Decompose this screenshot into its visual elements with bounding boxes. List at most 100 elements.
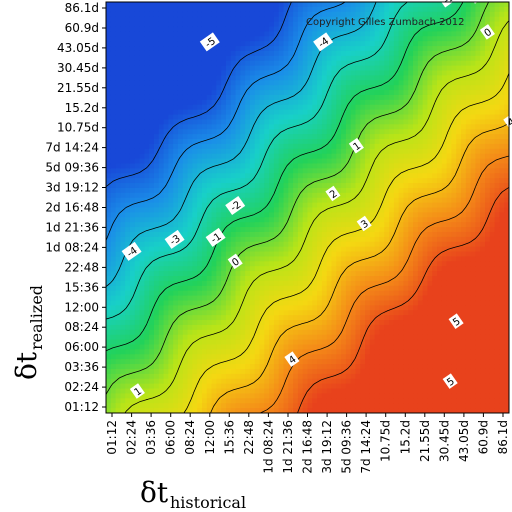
heatmap-cell xyxy=(307,26,313,32)
heatmap-cell xyxy=(129,212,136,218)
heatmap-cell xyxy=(139,329,145,336)
heatmap-cell xyxy=(158,90,165,96)
heatmap-cell xyxy=(331,148,337,155)
heatmap-cell xyxy=(365,256,371,262)
heatmap-cell xyxy=(336,60,342,67)
heatmap-cell xyxy=(365,354,371,360)
heatmap-cell xyxy=(211,55,217,62)
heatmap-cell xyxy=(201,124,208,130)
heatmap-cell xyxy=(355,197,361,204)
heatmap-cell xyxy=(110,114,117,121)
heatmap-cell xyxy=(273,153,280,160)
heatmap-cell xyxy=(312,378,318,385)
heatmap-cell xyxy=(384,236,390,243)
heatmap-cell xyxy=(302,85,309,91)
heatmap-cell xyxy=(245,163,251,169)
heatmap-cell xyxy=(374,55,381,62)
heatmap-cell xyxy=(283,217,289,223)
heatmap-cell xyxy=(221,280,227,287)
heatmap-cell xyxy=(168,168,174,174)
heatmap-cell xyxy=(317,266,323,272)
heatmap-cell xyxy=(302,290,309,297)
heatmap-cell xyxy=(129,173,136,179)
heatmap-cell xyxy=(389,46,395,52)
heatmap-cell xyxy=(201,388,208,395)
heatmap-cell xyxy=(355,261,361,267)
heatmap-cell xyxy=(187,378,193,385)
heatmap-cell xyxy=(288,16,294,23)
heatmap-cell xyxy=(374,241,381,248)
heatmap-cell xyxy=(283,300,289,306)
heatmap-cell xyxy=(129,398,136,404)
heatmap-cell xyxy=(326,178,333,184)
heatmap-cell xyxy=(163,55,169,62)
heatmap-cell xyxy=(240,60,246,67)
heatmap-cell xyxy=(355,163,361,169)
heatmap-cell xyxy=(120,75,126,81)
heatmap-cell xyxy=(264,21,270,28)
heatmap-cell xyxy=(115,408,121,413)
heatmap-cell xyxy=(365,153,371,160)
heatmap-cell xyxy=(139,368,145,375)
heatmap-cell xyxy=(240,324,246,331)
heatmap-cell xyxy=(245,129,251,135)
heatmap-cell xyxy=(230,344,237,350)
heatmap-cell xyxy=(331,378,337,385)
heatmap-cell xyxy=(221,207,227,213)
heatmap-cell xyxy=(249,378,256,385)
heatmap-cell xyxy=(230,217,237,223)
heatmap-cell xyxy=(168,31,174,37)
heatmap-cell xyxy=(153,324,160,331)
heatmap-cell xyxy=(125,359,131,365)
heatmap-cell xyxy=(341,315,347,321)
heatmap-cell xyxy=(115,41,121,47)
heatmap-cell xyxy=(321,158,328,165)
heatmap-cell xyxy=(149,398,155,404)
heatmap-cell xyxy=(360,241,366,248)
heatmap-cell xyxy=(283,241,289,248)
heatmap-cell xyxy=(240,310,246,316)
heatmap-cell xyxy=(106,104,112,111)
heatmap-cell xyxy=(249,300,256,306)
heatmap-cell xyxy=(163,246,169,253)
heatmap-cell xyxy=(149,217,155,223)
heatmap-cell xyxy=(216,334,222,341)
heatmap-cell xyxy=(249,31,256,37)
heatmap-cell xyxy=(264,344,270,350)
heatmap-cell xyxy=(369,2,376,8)
heatmap-cell xyxy=(321,256,328,262)
heatmap-cell xyxy=(225,2,232,8)
heatmap-cell xyxy=(139,139,145,145)
heatmap-cell xyxy=(225,173,232,179)
heatmap-cell xyxy=(153,70,160,76)
heatmap-cell xyxy=(125,16,131,23)
heatmap-cell xyxy=(336,119,342,125)
heatmap-cell xyxy=(106,364,112,370)
heatmap-cell xyxy=(173,6,179,13)
heatmap-cell xyxy=(173,246,179,253)
heatmap-cell xyxy=(249,207,256,213)
heatmap-cell xyxy=(230,109,237,116)
heatmap-cell xyxy=(360,65,366,72)
heatmap-cell xyxy=(230,11,237,18)
heatmap-cell xyxy=(192,192,198,199)
heatmap-cell xyxy=(326,305,333,311)
heatmap-cell xyxy=(245,183,251,189)
heatmap-cell xyxy=(153,310,160,316)
heatmap-cell xyxy=(345,339,352,346)
heatmap-cell xyxy=(312,231,318,238)
heatmap-cell xyxy=(302,334,309,341)
heatmap-cell xyxy=(273,334,280,341)
heatmap-cell xyxy=(360,295,366,302)
heatmap-cell xyxy=(283,349,289,355)
heatmap-cell xyxy=(369,163,376,169)
heatmap-cell xyxy=(312,236,318,243)
heatmap-cell xyxy=(134,192,141,199)
heatmap-cell xyxy=(168,295,174,302)
heatmap-cell xyxy=(240,276,246,282)
heatmap-cell xyxy=(177,109,184,116)
heatmap-cell xyxy=(177,207,184,213)
heatmap-cell xyxy=(307,378,313,385)
heatmap-cell xyxy=(341,236,347,243)
heatmap-cell xyxy=(192,354,198,360)
